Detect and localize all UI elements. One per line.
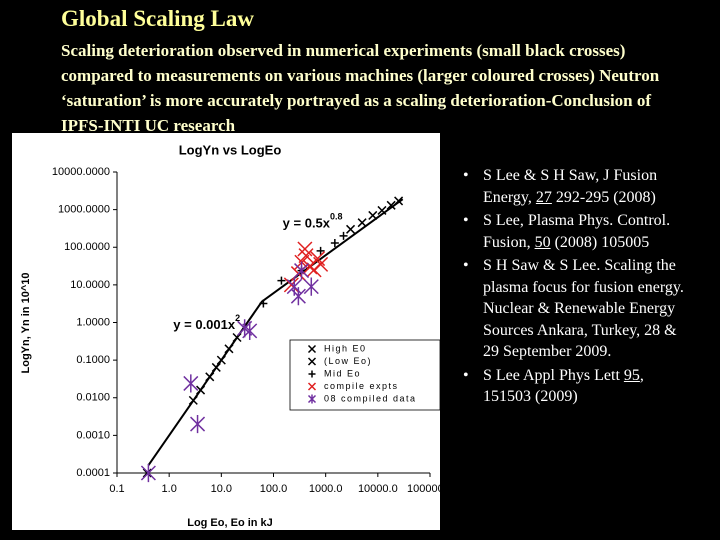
slide-title: Global Scaling Law [61,6,254,31]
annotation: y = 0.001x2 [173,314,240,333]
chart-title: LogYn vs LogEo [179,142,282,157]
marker [196,385,206,395]
marker [368,210,378,220]
reference: S Lee Appl Phys Lett 95, 151503 (2009) [463,365,693,408]
x-tick-label: 10.0 [211,483,232,495]
reference-text: 95 [623,366,640,384]
reference-text: S Lee & S H Saw, J Fusion Energy, [483,167,658,206]
marker [140,463,156,483]
reference-text: (2008) 105005 [550,233,650,251]
annotation: y = 0.5x0.8 [283,212,343,231]
reference-text: 292-295 (2008) [551,188,656,206]
y-tick-label: 10000.0000 [52,166,110,178]
annotation-exponent: 0.8 [330,212,343,222]
marker [307,394,317,404]
x-axis-label: Log Eo, Eo in kJ [187,517,273,529]
slide-body: Scaling deterioration observed in numeri… [61,41,660,135]
marker [386,200,396,210]
reference: S H Saw & S Lee. Scaling the plasma focu… [463,255,693,363]
marker [283,277,299,293]
marker [330,238,339,247]
reference: S Lee, Plasma Phys. Control. Fusion, 50 … [463,210,693,253]
marker [190,414,206,434]
x-tick-label: 0.1 [109,483,124,495]
x-tick-label: 100000.0 [407,483,453,495]
legend-label: Mid Eo [324,368,361,378]
marker [232,332,242,343]
annotation-text: y = 0.001x [173,318,236,333]
y-tick-label: 1000.0000 [58,204,110,216]
legend-label: 08 compiled data [324,393,417,403]
reference-text: S H Saw & S Lee. Scaling the plasma focu… [483,257,684,360]
marker [142,468,152,478]
chart-background [12,133,440,530]
marker [307,357,317,366]
y-tick-label: 0.0010 [76,429,110,441]
x-tick-label: 100.0 [260,483,288,495]
y-axis-label: LogYn, Yn in 10^10 [20,273,32,374]
marker [211,362,221,372]
reference-list: S Lee & S H Saw, J Fusion Energy, 27 292… [463,165,693,410]
y-tick-label: 10.0000 [70,279,110,291]
marker [224,344,234,354]
y-tick-label: 0.0100 [76,392,110,404]
marker [294,261,310,280]
reference-text: , 151503 (2009) [483,366,644,406]
reference: S Lee & S H Saw, J Fusion Energy, 27 292… [463,165,693,208]
marker [216,355,226,365]
y-tick-label: 100.0000 [64,241,110,253]
marker [308,370,316,378]
marker [242,321,258,340]
marker [298,248,314,264]
x-tick-label: 1000.0 [309,483,343,495]
y-tick-label: 0.1000 [76,354,110,366]
marker [339,231,348,240]
marker [303,277,319,296]
marker [297,241,313,257]
marker [290,287,306,306]
reference-text: 50 [534,233,551,251]
marker [205,372,215,382]
marker [259,299,268,308]
marker [277,276,286,285]
marker [307,382,317,391]
marker [357,218,367,228]
y-tick-label: 0.0001 [76,467,110,479]
y-tick-label: 1.0000 [76,316,110,328]
reference-text: 27 [535,188,552,206]
marker [316,246,325,255]
marker [346,224,356,234]
annotation-text: y = 0.5x [283,216,331,231]
marker [313,256,329,272]
chart: LogYn vs LogEo Log Eo, Eo in kJ LogYn, Y… [12,133,453,530]
marker [188,395,198,405]
annotation-exponent: 2 [235,314,240,324]
marker [377,205,387,215]
x-tick-label: 1.0 [162,483,177,495]
reference-text: S Lee Appl Phys Lett [483,366,624,384]
legend-label: High E0 [324,343,367,353]
marker [307,344,317,354]
reference-text: S Lee, Plasma Phys. Control. Fusion, [483,212,671,251]
legend-label: (Low Eo) [324,356,372,366]
marker [394,196,404,206]
x-tick-label: 10000.0 [358,483,398,495]
legend-label: compile expts [324,381,399,391]
marker [183,374,199,393]
fit-line [147,198,404,466]
